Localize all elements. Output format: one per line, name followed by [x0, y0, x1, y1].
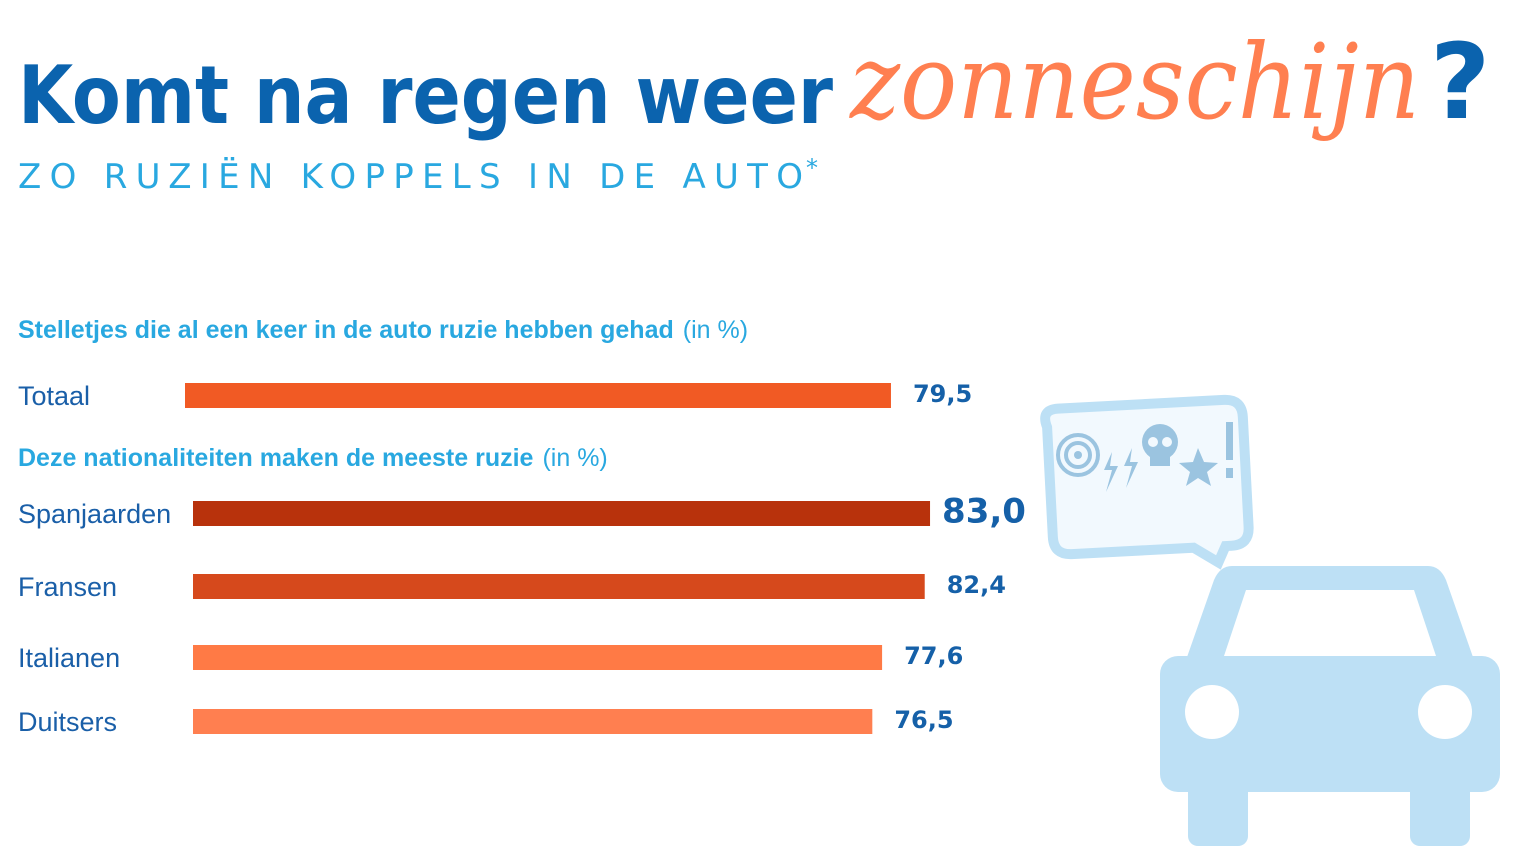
title-highlight: zonneschijn	[848, 21, 1420, 143]
bar	[193, 574, 925, 599]
section-title: Stelletjes die al een keer in de auto ru…	[18, 316, 748, 344]
section-title-text: Stelletjes die al een keer in de auto ru…	[18, 316, 674, 344]
category-label: Italianen	[18, 643, 120, 673]
category-label: Fransen	[18, 572, 117, 602]
bar	[185, 383, 891, 408]
category-label: Duitsers	[18, 707, 117, 737]
section-unit: (in %)	[542, 444, 607, 472]
bar	[193, 709, 873, 734]
value-label: 76,5	[894, 706, 953, 734]
bar	[193, 501, 931, 526]
category-label: Spanjaarden	[18, 499, 171, 529]
value-label: 77,6	[904, 642, 963, 670]
title-mark: ?	[1430, 21, 1490, 143]
section-title-text: Deze nationaliteiten maken de meeste ruz…	[18, 444, 534, 472]
subtitle: ZO RUZIËN KOPPELS IN DE AUTO	[18, 157, 803, 197]
bar	[193, 645, 883, 670]
speech-bubble	[1040, 394, 1254, 570]
value-label: 83,0	[942, 492, 1026, 532]
section-title: Deze nationaliteiten maken de meeste ruz…	[18, 444, 608, 472]
value-label: 79,5	[913, 380, 972, 408]
category-label: Totaal	[18, 381, 90, 411]
title: Komt na regen weer	[18, 49, 833, 142]
section-unit: (in %)	[683, 316, 748, 344]
car	[1160, 566, 1500, 846]
subtitle-mark: *	[806, 154, 818, 182]
value-label: 82,4	[947, 571, 1006, 599]
